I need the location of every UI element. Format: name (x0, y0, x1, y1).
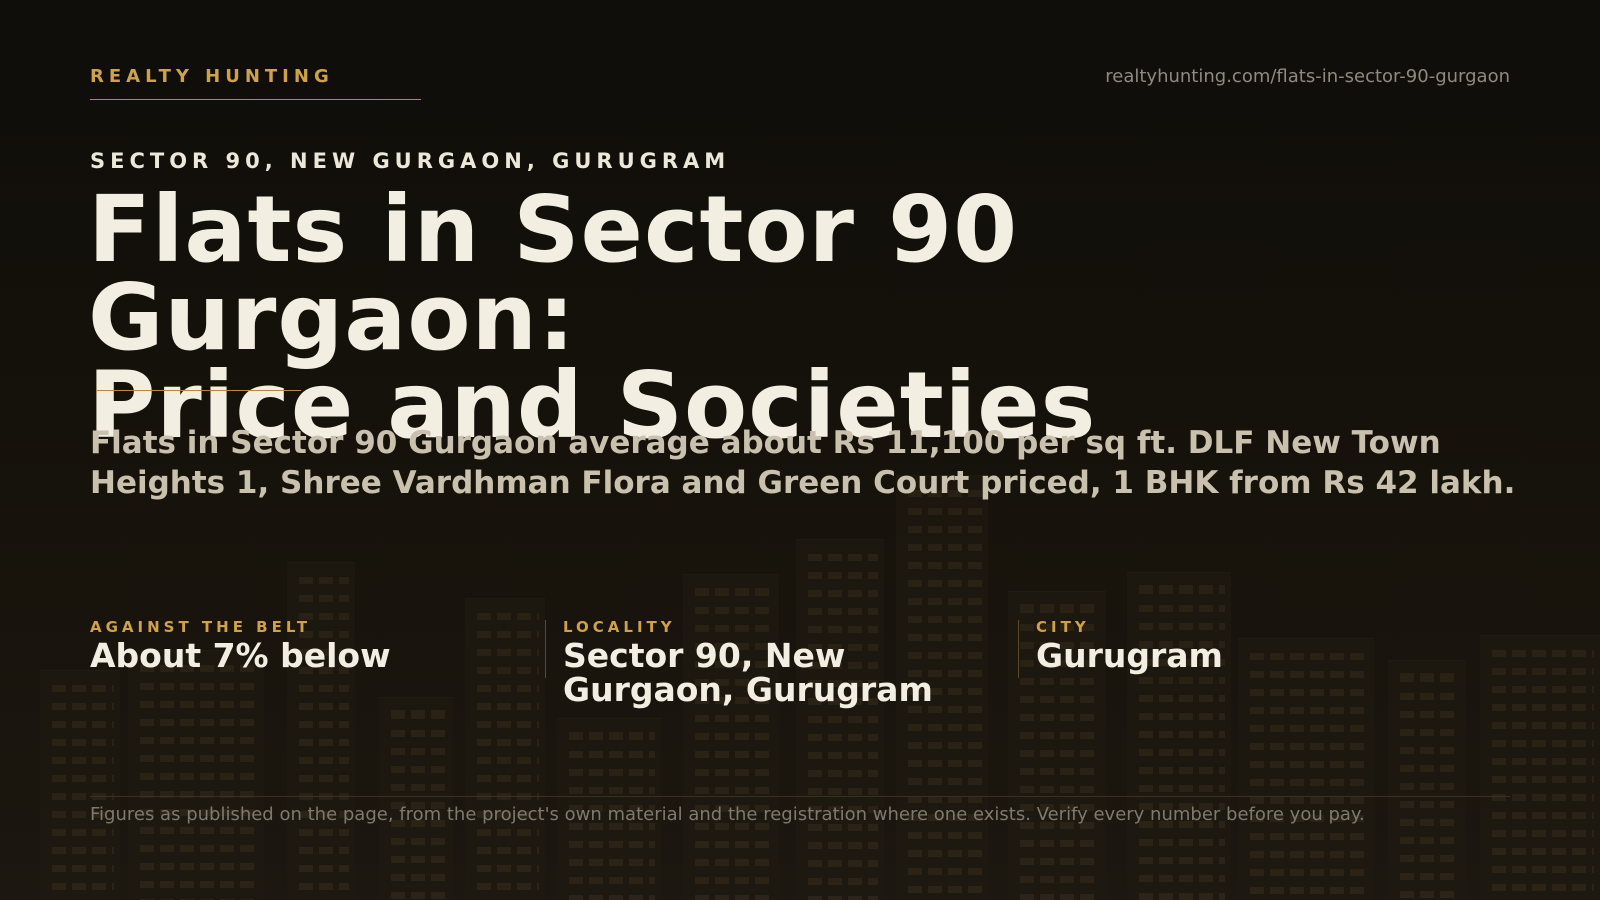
skyline-building (287, 562, 355, 900)
footer-disclaimer: Figures as published on the page, from t… (90, 804, 1365, 825)
page-title: Flats in Sector 90 Gurgaon: Price and So… (88, 184, 1528, 452)
summary-text: Flats in Sector 90 Gurgaon average about… (90, 425, 1516, 501)
skyline-building (796, 539, 884, 900)
stat-value: Gurugram (1036, 636, 1223, 675)
stat-label: CITY (1036, 618, 1090, 636)
stat-label: LOCALITY (563, 618, 676, 636)
stat-divider (545, 620, 546, 678)
page-title-line-1: Flats in Sector 90 Gurgaon: (88, 176, 1019, 371)
skyline-building (40, 670, 120, 900)
location-eyebrow: SECTOR 90, NEW GURGAON, GURUGRAM (90, 149, 731, 173)
page-title-line-2: Price and Societies (88, 352, 1097, 459)
brand-underline (90, 99, 421, 100)
stat-locality: LOCALITY Sector 90, New Gurgaon, Gurugra… (563, 617, 1003, 707)
skyline-building (128, 650, 264, 900)
stat-against-belt: AGAINST THE BELT About 7% below (90, 617, 530, 673)
skyline-building (379, 697, 453, 900)
footer-divider (90, 796, 1510, 797)
stat-city: CITY Gurugram (1036, 617, 1476, 673)
stat-divider (1018, 620, 1019, 678)
skyline-building (1238, 638, 1374, 900)
page-url: realtyhunting.com/flats-in-sector-90-gur… (1105, 66, 1510, 87)
title-underline (96, 390, 301, 391)
stat-label: AGAINST THE BELT (90, 618, 312, 636)
stat-value: Sector 90, New Gurgaon, Gurugram (563, 636, 933, 709)
brand-name: REALTY HUNTING (90, 66, 334, 87)
stat-value: About 7% below (90, 636, 391, 675)
skyline-building (1480, 635, 1600, 900)
skyline-building (1388, 660, 1466, 900)
